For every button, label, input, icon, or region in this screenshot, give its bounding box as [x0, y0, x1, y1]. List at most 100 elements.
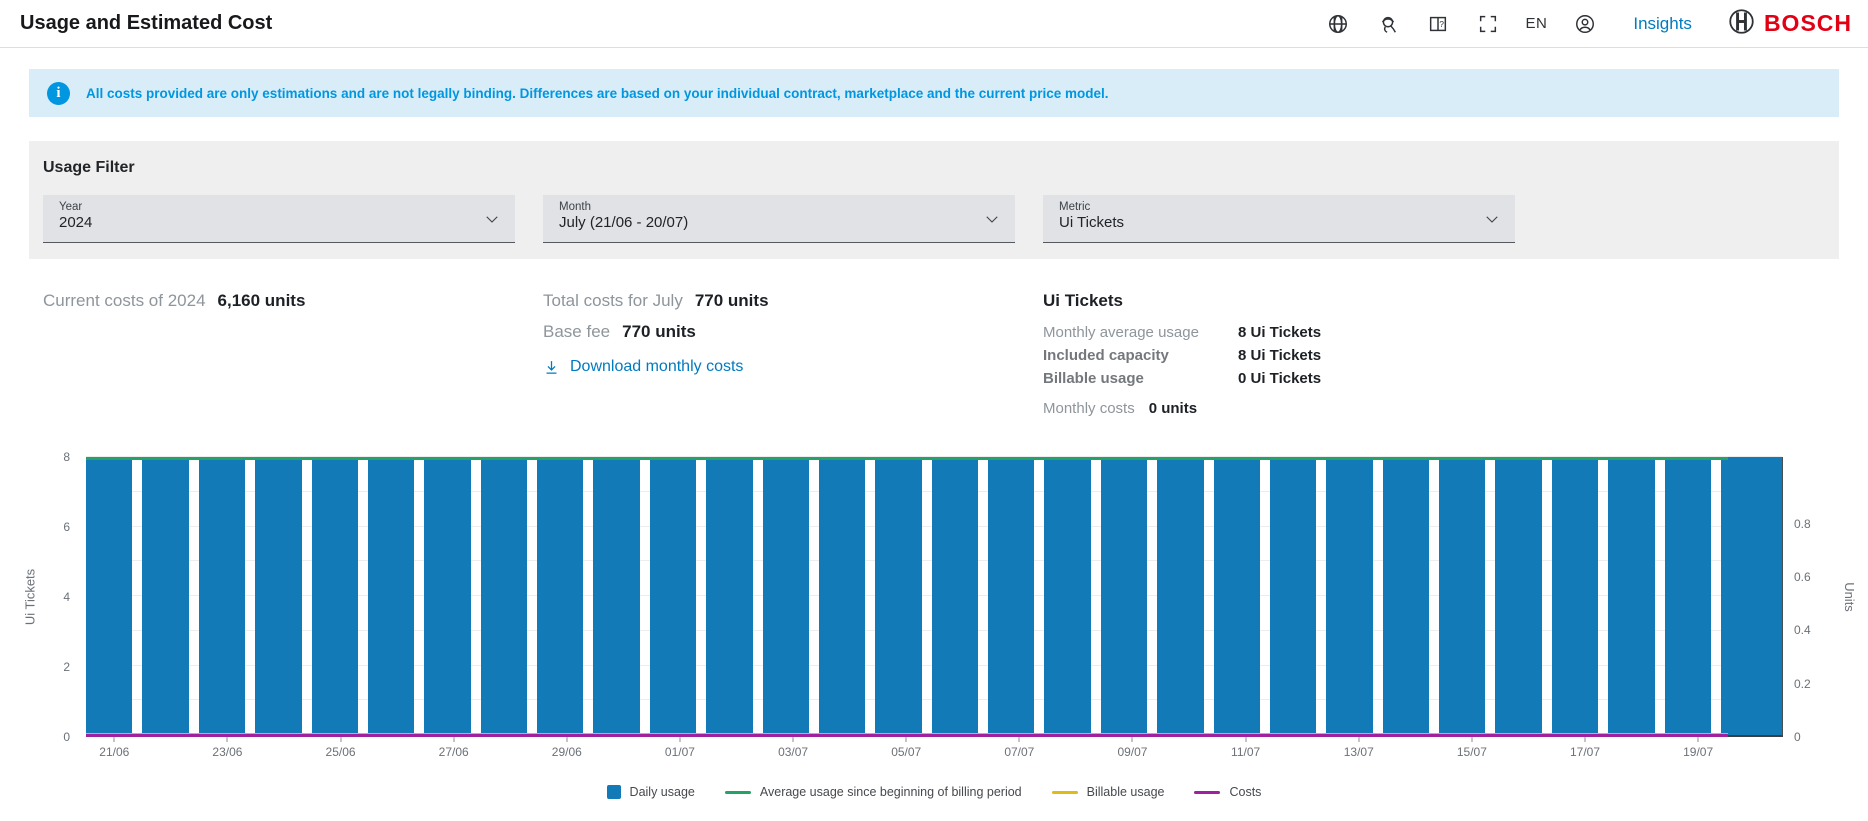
legend-item[interactable]: Average usage since beginning of billing…: [724, 785, 1022, 799]
chevron-down-icon: [483, 210, 501, 233]
x-tick-mark: [226, 737, 228, 742]
fullscreen-icon[interactable]: [1476, 12, 1500, 36]
cost-summary: Current costs of 2024 6,160 units Total …: [29, 291, 1839, 417]
x-tick-mark: [453, 737, 455, 742]
month-dropdown[interactable]: Month July (21/06 - 20/07): [543, 195, 1015, 243]
user-icon[interactable]: [1573, 12, 1597, 36]
manual-help-icon[interactable]: ?: [1426, 12, 1450, 36]
bar[interactable]: [86, 457, 133, 735]
bar[interactable]: [1551, 457, 1599, 735]
usage-filter-panel: Usage Filter Year 2024 Month July (21/06…: [29, 141, 1839, 259]
bar[interactable]: [706, 457, 753, 735]
x-tick-label: 17/07: [1570, 745, 1601, 759]
monthly-average-usage-value: 8 Ui Tickets: [1238, 324, 1322, 341]
legend-swatch: [1194, 790, 1221, 794]
bar[interactable]: [1495, 457, 1542, 735]
included-capacity-label: Included capacity: [1043, 347, 1169, 364]
bar[interactable]: [1100, 457, 1148, 735]
legend-item[interactable]: Costs: [1194, 785, 1261, 799]
svg-text:?: ?: [1439, 20, 1444, 29]
bar[interactable]: [1664, 457, 1711, 735]
download-monthly-costs-link[interactable]: Download monthly costs: [543, 358, 1015, 376]
chart-plot-area: [86, 456, 1783, 737]
bar[interactable]: [818, 457, 866, 735]
language-selector[interactable]: EN: [1525, 15, 1548, 32]
total-costs-value: 770 units: [694, 291, 769, 310]
bar[interactable]: [875, 457, 922, 735]
x-tick-label: 23/06: [212, 745, 243, 759]
legend-label: Daily usage: [629, 785, 695, 799]
info-banner-text: All costs provided are only estimations …: [86, 85, 1109, 101]
bar[interactable]: [424, 457, 471, 735]
support-icon[interactable]: [1376, 12, 1400, 36]
year-dropdown-value: 2024: [59, 214, 93, 231]
bar[interactable]: [1608, 457, 1655, 735]
monthly-average-usage-label: Monthly average usage: [1043, 324, 1199, 341]
x-tick-mark: [566, 737, 568, 742]
base-fee-value: 770 units: [622, 322, 696, 341]
metric-dropdown[interactable]: Metric Ui Tickets: [1043, 195, 1515, 243]
bar[interactable]: [198, 457, 246, 735]
bar[interactable]: [1213, 457, 1260, 735]
bar[interactable]: [931, 457, 978, 735]
bar[interactable]: [988, 457, 1035, 735]
x-tick-mark: [1131, 737, 1133, 742]
billable-usage-label: Billable usage: [1043, 370, 1144, 387]
x-tick-label: 19/07: [1683, 745, 1714, 759]
bar[interactable]: [1326, 457, 1373, 735]
bar[interactable]: [1269, 457, 1317, 735]
month-dropdown-value: July (21/06 - 20/07): [559, 214, 689, 231]
x-tick-label: 03/07: [778, 745, 809, 759]
x-tick-label: 11/07: [1231, 745, 1261, 759]
legend-item[interactable]: Daily usage: [606, 785, 695, 799]
monthly-costs-value: 0 units: [1148, 400, 1198, 417]
bar[interactable]: [142, 457, 189, 735]
bar[interactable]: [480, 457, 527, 735]
bar[interactable]: [311, 457, 358, 735]
x-tick-mark: [1018, 737, 1020, 742]
left-tick-label: 0: [63, 730, 70, 744]
metric-dropdown-label: Metric: [1059, 201, 1091, 213]
metric-detail-panel: Ui Tickets Monthly average usage 8 Ui Ti…: [1043, 291, 1839, 417]
bar[interactable]: [367, 457, 415, 735]
month-costs-column: Total costs for July 770 units Base fee …: [543, 291, 1015, 417]
bar[interactable]: [1044, 457, 1091, 735]
bar[interactable]: [1382, 457, 1429, 735]
globe-icon[interactable]: [1326, 12, 1350, 36]
right-tick-label: 0.6: [1794, 570, 1811, 584]
bar[interactable]: [1157, 457, 1204, 735]
bar[interactable]: [762, 457, 809, 735]
insights-link[interactable]: Insights: [1633, 13, 1692, 33]
legend-item[interactable]: Billable usage: [1051, 785, 1164, 799]
current-costs-value: 6,160 units: [217, 291, 306, 310]
x-tick-mark: [1245, 737, 1247, 742]
header-actions: ? EN Insights BOSCH: [1326, 8, 1853, 40]
x-tick-mark: [905, 737, 907, 742]
month-dropdown-label: Month: [559, 201, 591, 213]
bosch-logo[interactable]: BOSCH: [1728, 8, 1852, 40]
chart-legend: Daily usage Average usage since beginning…: [0, 785, 1868, 799]
chevron-down-icon: [1483, 210, 1501, 233]
x-tick-label: 27/06: [438, 745, 469, 759]
legend-swatch: [606, 785, 621, 799]
x-tick-label: 21/06: [99, 745, 130, 759]
bar[interactable]: [1720, 457, 1783, 735]
bar[interactable]: [593, 457, 640, 735]
download-icon: [543, 359, 560, 376]
x-tick-label: 05/07: [891, 745, 922, 759]
bar[interactable]: [649, 457, 697, 735]
left-axis-ticks: 0 2 4 6 8: [0, 450, 78, 744]
current-costs-column: Current costs of 2024 6,160 units: [43, 291, 515, 417]
bosch-symbol-icon: [1728, 8, 1755, 40]
x-tick-mark: [1697, 737, 1699, 742]
year-dropdown[interactable]: Year 2024: [43, 195, 515, 243]
bar[interactable]: [1439, 457, 1486, 735]
bar[interactable]: [537, 457, 584, 735]
page-title: Usage and Estimated Cost: [20, 12, 273, 34]
bar[interactable]: [255, 457, 302, 735]
x-tick-label: 13/07: [1343, 745, 1374, 759]
usage-filter-title: Usage Filter: [43, 159, 135, 176]
bosch-wordmark: BOSCH: [1763, 10, 1852, 36]
current-costs-label: Current costs of 2024: [43, 291, 206, 310]
x-tick-mark: [1358, 737, 1360, 742]
